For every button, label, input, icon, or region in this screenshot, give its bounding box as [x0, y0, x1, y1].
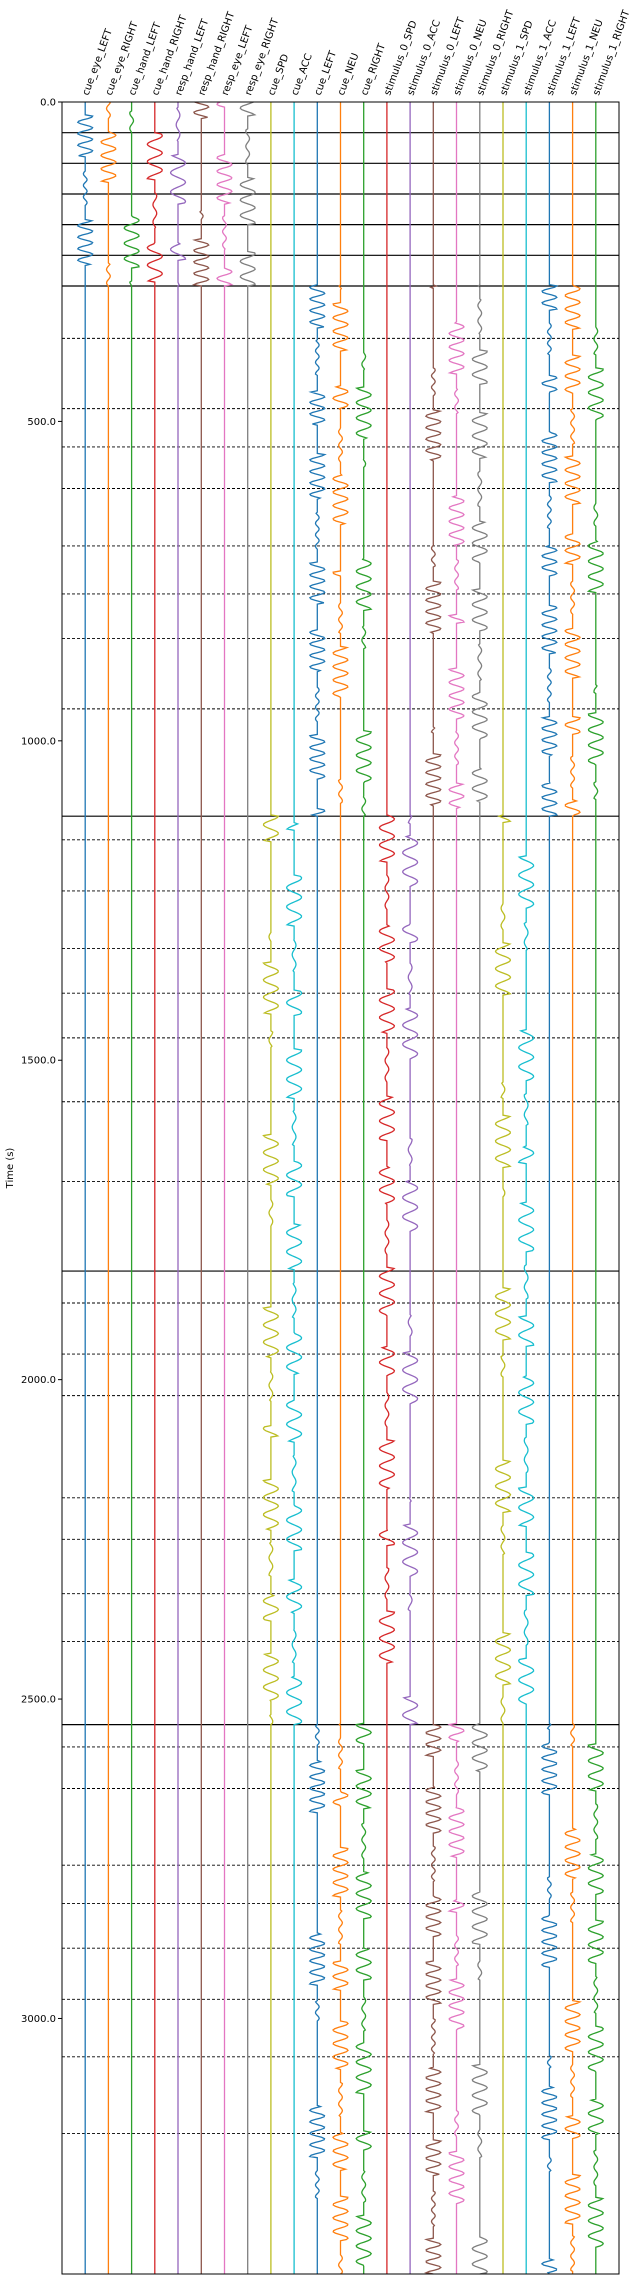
axes-frame: [61, 101, 620, 2275]
column-label: cue_ACC: [290, 52, 315, 97]
column-label: cue_LEFT: [313, 49, 340, 97]
regressor-trace-cue_NEU: [331, 102, 350, 2275]
column-labels: cue_eye_LEFTcue_eye_RIGHTcue_hand_LEFTcu…: [81, 8, 631, 97]
regressor-trace-stimulus_1_ACC: [517, 102, 535, 2274]
y-tick-label: 0.0: [40, 98, 56, 109]
y-tick-label: 3000.0: [21, 2014, 56, 2025]
regressor-trace-cue_eye_RIGHT: [99, 101, 117, 2274]
regressor-trace-cue_RIGHT: [354, 102, 373, 2274]
y-axis-title: Time (s): [5, 1148, 16, 1190]
regressor-trace-resp_hand_RIGHT: [191, 101, 210, 2274]
regressor-trace-stimulus_0_SPD: [378, 102, 396, 2274]
regressor-trace-cue_hand_LEFT: [123, 102, 140, 2274]
y-axis-ticks: 0.0 500.0 1000.0 1500.0 2000.0 2500.0 3000.0: [21, 98, 62, 2025]
regressor-trace-cue_hand_RIGHT: [146, 102, 164, 2274]
y-tick-label: 500.0: [27, 417, 56, 428]
regressor-trace-stimulus_1_NEU: [563, 102, 582, 2274]
y-tick-label: 2000.0: [21, 1375, 56, 1386]
y-tick-label: 1000.0: [21, 736, 56, 747]
y-tick-label: 2500.0: [21, 1695, 56, 1706]
regressor-trace-cue_ACC: [285, 102, 303, 2274]
column-label: cue_NEU: [336, 52, 361, 97]
regressor-trace-cue_LEFT: [308, 102, 327, 2274]
regressor-trace-stimulus_0_NEU: [447, 102, 466, 2274]
regressor-trace-stimulus_0_RIGHT: [470, 102, 489, 2275]
plot-frame: [61, 101, 620, 2275]
regressor-trace-cue_SPD: [262, 102, 280, 2274]
regressor-trace-stimulus_0_ACC: [402, 102, 419, 2274]
regressor-trace-cue_eye_LEFT: [76, 102, 95, 2274]
y-tick-label: 1500.0: [21, 1056, 56, 1067]
regressor-trace-stimulus_1_SPD: [494, 102, 512, 2274]
column-label: cue_SPD: [266, 53, 291, 98]
regressor-trace-resp_eye_RIGHT: [239, 101, 257, 2274]
regressor-trace-stimulus_1_RIGHT: [586, 102, 605, 2274]
regressor-traces: [76, 101, 605, 2275]
regressor-trace-resp_eye_LEFT: [216, 101, 234, 2274]
regressor-trace-resp_hand_LEFT: [169, 102, 187, 2274]
regressor-trace-stimulus_1_LEFT: [540, 102, 559, 2275]
regressor-trace-stimulus_0_LEFT: [423, 102, 443, 2275]
